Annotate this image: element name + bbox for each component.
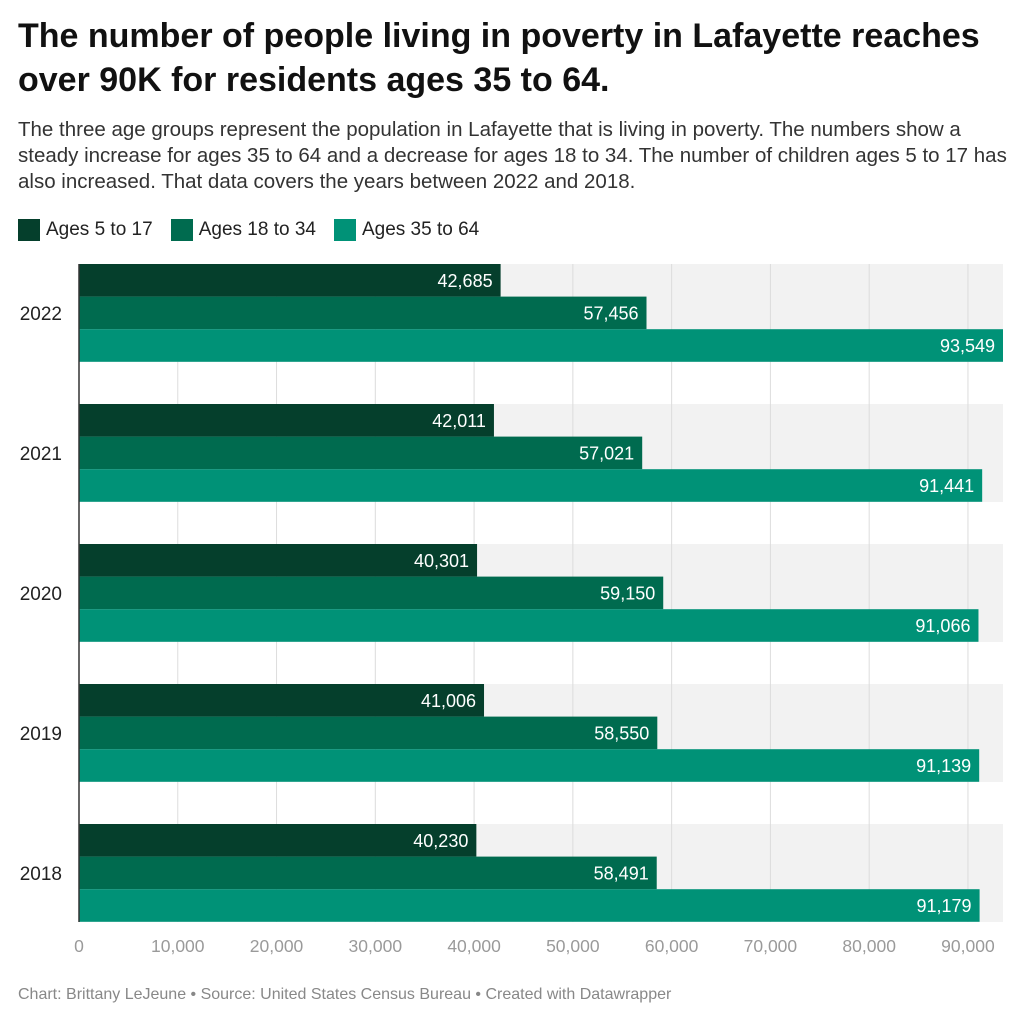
data-label: 91,179 (917, 896, 972, 916)
x-tick-label: 40,000 (447, 936, 501, 956)
x-tick-label: 90,000 (941, 936, 995, 956)
data-label: 57,021 (579, 443, 634, 463)
category-label: 2020 (20, 584, 62, 605)
bar (79, 296, 647, 330)
legend-swatch (18, 219, 40, 241)
x-tick-label: 0 (74, 936, 84, 956)
data-label: 59,150 (600, 583, 655, 603)
x-tick-label: 60,000 (645, 936, 699, 956)
legend-label: Ages 35 to 64 (361, 219, 480, 240)
data-label: 42,685 (438, 271, 493, 291)
x-tick-label: 20,000 (250, 936, 304, 956)
data-label: 93,549 (940, 336, 995, 356)
chart-footer: Chart: Brittany LeJeune • Source: United… (18, 986, 672, 1003)
bar (79, 684, 485, 717)
bar (79, 544, 478, 577)
legend-label: Ages 18 to 34 (198, 219, 316, 240)
data-label: 91,066 (915, 616, 970, 636)
x-tick-label: 50,000 (546, 936, 600, 956)
legend-item-ages-5-17: Ages 5 to 17 (18, 219, 153, 241)
category-label: 2022 (20, 304, 62, 325)
data-label: 40,301 (414, 551, 469, 571)
bar (79, 436, 643, 470)
data-label: 40,230 (413, 831, 468, 851)
legend-swatch (170, 219, 193, 241)
x-tick-label: 30,000 (349, 936, 403, 956)
bar (79, 856, 657, 890)
category-label: 2018 (20, 864, 62, 885)
category-label: 2019 (20, 724, 62, 745)
bar (79, 716, 658, 750)
bar (79, 609, 979, 642)
bar-chart: 2022 42,685 57,456 93,549 2021 42,011 57,021 91… (20, 264, 1003, 956)
data-label: 91,441 (919, 476, 974, 496)
data-label: 42,011 (432, 411, 486, 431)
legend: Ages 5 to 17 Ages 18 to 34 Ages 35 to 64 (18, 217, 497, 243)
bar (79, 469, 983, 502)
data-label: 58,550 (594, 723, 649, 743)
data-label: 58,491 (594, 863, 649, 883)
bar (79, 749, 980, 782)
bar (79, 329, 1003, 362)
chart-subtitle: The three age groups represent the popul… (18, 118, 1007, 193)
bar (79, 404, 494, 437)
data-label: 91,139 (916, 756, 971, 776)
x-tick-label: 10,000 (151, 936, 205, 956)
bar (79, 889, 980, 922)
bar (79, 264, 501, 297)
chart-title: The number of people living in poverty i… (18, 17, 980, 99)
x-tick-label: 80,000 (842, 936, 896, 956)
bar (79, 824, 477, 857)
x-tick-label: 70,000 (744, 936, 798, 956)
bar (79, 576, 664, 610)
data-label: 57,456 (583, 303, 638, 323)
category-label: 2021 (20, 444, 62, 465)
legend-swatch (333, 219, 356, 241)
data-label: 41,006 (421, 691, 476, 711)
legend-label: Ages 5 to 17 (46, 219, 153, 240)
legend-item-ages-18-34: Ages 18 to 34 (170, 219, 316, 241)
legend-item-ages-35-64: Ages 35 to 64 (333, 219, 480, 241)
